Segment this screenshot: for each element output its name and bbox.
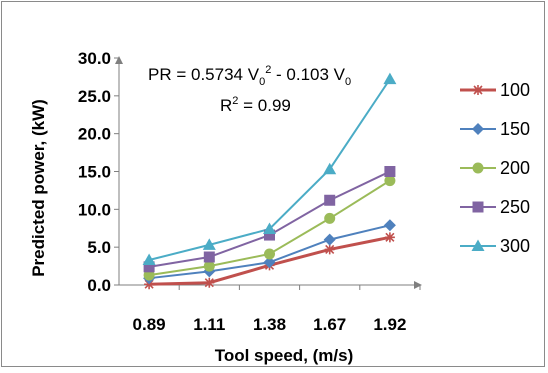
x-tick-label: 0.89 [133,315,166,334]
legend-marker-100 [473,85,483,95]
x-tick-label: 1.11 [193,315,225,334]
data-point-200-2 [264,248,275,260]
legend-item-200: 200 [460,158,530,178]
data-point-100-1 [204,277,215,288]
legend-item-250: 250 [460,197,530,217]
data-point-300-0 [142,253,156,266]
legend-marker-300 [471,239,485,251]
data-point-250-0 [143,261,155,273]
x-tick-labels: 0.89 1.11 1.38 1.67 1.92 [133,315,407,334]
data-point-200-4 [384,175,396,187]
series-markers [142,72,397,290]
equation-sup-1: 2 [265,64,271,76]
data-point-250-4 [384,166,396,177]
y-tick-labels: 0.0 5.0 10.0 15.0 20.0 25.0 30.0 [78,49,111,295]
y-tick-label: 20.0 [78,125,111,144]
legend-label: 150 [500,119,530,139]
legend-label: 200 [500,158,530,178]
equation-right: - 0.103 V [271,65,345,84]
data-point-150-4 [383,219,396,232]
legend-label: 300 [500,236,530,256]
equation-sub-1: 0 [259,76,265,88]
legend-marker-200 [472,162,484,174]
legend-marker-150 [472,123,484,135]
data-point-100-4 [384,232,395,243]
data-point-150-3 [323,233,336,246]
y-axis-arrow [115,56,123,64]
y-tick-label: 15.0 [78,163,111,182]
data-point-300-3 [323,162,337,175]
legend: 100 150 200 250 300 [460,80,530,256]
r2-prefix: R [220,96,232,115]
data-point-200-3 [324,212,336,224]
r2-value: = 0.99 [238,96,290,115]
line-chart: 0.0 5.0 10.0 15.0 20.0 25.0 30.0 0.89 1.11 1.38 1… [29,49,530,365]
data-point-300-1 [202,238,216,250]
x-tick-label: 1.38 [253,315,286,334]
equation-sub-2: 0 [345,76,351,88]
data-point-150-2 [263,256,276,269]
y-tick-label: 5.0 [87,238,111,257]
r-squared-annotation: R2 = 0.99 [220,95,291,115]
data-point-250-1 [203,251,215,263]
x-axis-title: Tool speed, (m/s) [215,346,354,365]
r2-sup: 2 [232,95,238,107]
data-point-300-2 [263,222,276,235]
data-point-200-1 [203,260,215,272]
legend-label: 100 [500,80,530,100]
y-tick-label: 10.0 [78,200,111,219]
x-axis-arrow [414,281,422,289]
chart-frame: 0.0 5.0 10.0 15.0 20.0 25.0 30.0 0.89 1.11 1.38 1… [1,1,545,367]
equation-annotation: PR = 0.5734 V02 - 0.103 V0 [148,64,351,88]
data-point-100-0 [144,279,155,290]
y-axis-title: Predicted power, (kW) [29,99,48,277]
data-point-300-4 [383,72,397,85]
legend-item-100: 100 [460,80,530,100]
x-tick-label: 1.67 [313,315,346,334]
data-point-250-3 [324,194,336,206]
data-point-250-2 [264,229,275,241]
legend-item-150: 150 [460,119,530,139]
y-tick-label: 25.0 [78,87,111,106]
y-tick-label: 0.0 [87,276,111,295]
x-tick-label: 1.92 [373,315,406,334]
legend-marker-250 [472,201,484,213]
legend-item-300: 300 [460,236,530,256]
equation-left: PR = 0.5734 V [148,65,260,84]
legend-label: 250 [500,197,530,217]
data-point-200-0 [143,269,155,281]
y-tick-label: 30.0 [78,49,111,68]
data-point-100-3 [324,244,335,255]
